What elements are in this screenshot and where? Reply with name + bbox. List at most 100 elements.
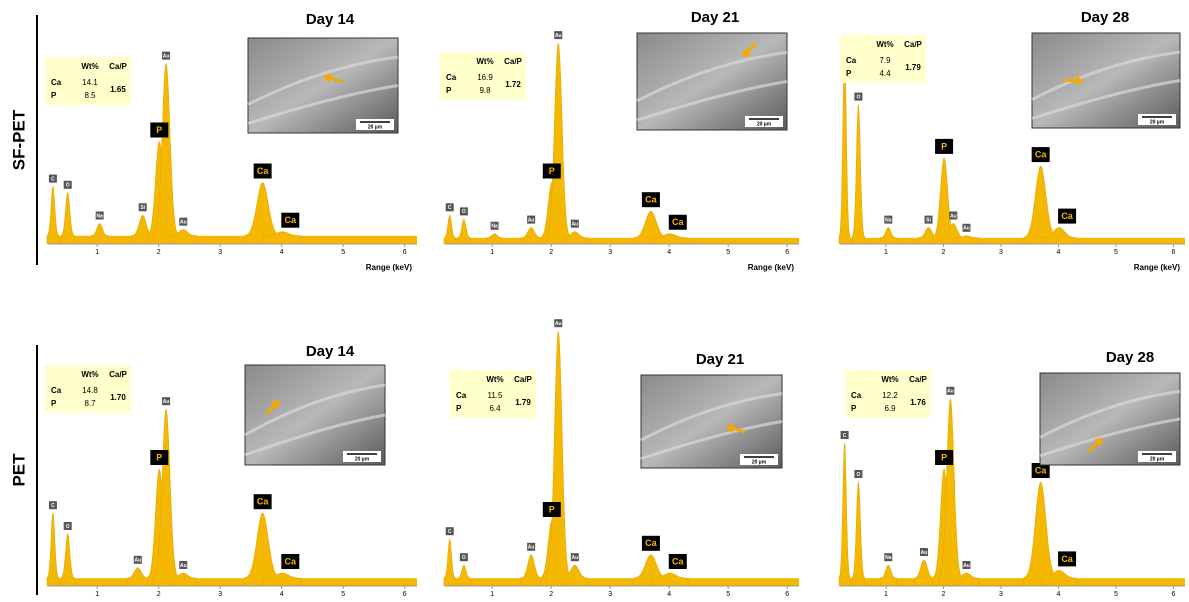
x-axis-label: Range (keV) — [366, 263, 413, 272]
x-tick-label: 4 — [667, 591, 671, 598]
x-tick-label: 1 — [884, 249, 888, 256]
x-tick-label: 2 — [549, 249, 553, 256]
table-element: Ca — [446, 73, 457, 82]
peak — [245, 513, 281, 586]
table-wt: 14.1 — [82, 78, 98, 87]
peak-label: Ca — [285, 556, 297, 566]
peak — [457, 565, 470, 586]
peak-label: Au — [555, 33, 562, 39]
peak — [47, 187, 59, 244]
table-wt: 6.4 — [489, 404, 501, 413]
peak — [839, 55, 850, 244]
peak-label: Na — [96, 213, 103, 219]
spectrum-panel: 123456Range (keV)COAuPAuAuCaCaDay 2120 µ… — [444, 319, 799, 602]
table-element: Ca — [51, 386, 62, 395]
x-tick-label: 5 — [726, 249, 730, 256]
table-element: P — [456, 404, 462, 413]
peak — [457, 219, 470, 244]
peak — [444, 539, 455, 586]
peak — [839, 443, 850, 586]
table-header: Wt% — [476, 57, 493, 66]
table-ratio: 1.79 — [905, 63, 921, 72]
table-header: Ca/P — [514, 375, 532, 384]
table-element: P — [446, 86, 452, 95]
peak-label: P — [549, 166, 555, 176]
x-tick-label: 4 — [280, 591, 284, 598]
peak — [521, 555, 542, 586]
peak — [61, 193, 75, 244]
table-header: Ca/P — [109, 370, 127, 379]
table-ratio: 1.70 — [110, 393, 126, 402]
peak-label: Au — [555, 321, 562, 327]
peak — [914, 560, 934, 586]
table-ratio: 1.65 — [110, 85, 126, 94]
x-axis-label: Range (keV) — [1134, 263, 1181, 272]
x-tick-label: 1 — [490, 591, 494, 598]
x-tick-label: 5 — [341, 249, 345, 256]
peak-label: Ca — [672, 217, 684, 227]
table-header: Wt% — [81, 62, 98, 71]
panel-title: Day 14 — [306, 11, 355, 28]
peak — [880, 228, 896, 244]
x-tick-label: 2 — [942, 591, 946, 598]
background-continuum — [445, 578, 799, 586]
x-tick-label: 6 — [1172, 591, 1176, 598]
scale-bar-label: 20 µm — [757, 121, 772, 127]
peak-label: Au — [528, 545, 535, 551]
peak — [61, 534, 75, 586]
peak-label: Si — [926, 217, 931, 223]
table-wt: 6.9 — [884, 404, 896, 413]
x-tick-label: 2 — [942, 249, 946, 256]
panel-title: Day 14 — [306, 343, 355, 360]
x-tick-label: 3 — [218, 249, 222, 256]
x-tick-label: 1 — [884, 591, 888, 598]
x-tick-label: 6 — [785, 249, 789, 256]
panel-title: Day 28 — [1081, 9, 1129, 26]
panel-title: Day 21 — [696, 351, 744, 368]
peak-label: Au — [180, 563, 187, 569]
panel-title: Day 28 — [1106, 349, 1154, 366]
peak — [1024, 482, 1058, 586]
table-header: Wt% — [81, 370, 98, 379]
spectrum-panel: 123456Range (keV)COAuPAuAuCaCaDay 1420 µ… — [45, 343, 417, 602]
peak-label: Au — [947, 389, 954, 395]
scale-bar-label: 20 µm — [1150, 119, 1165, 125]
sem-image — [637, 33, 787, 130]
figure: SF-PET PET 123456Range (keV)CONaSiPAuAuC… — [0, 0, 1189, 602]
table-element: Ca — [456, 391, 467, 400]
table-header: Ca/P — [904, 40, 922, 49]
peak-label: C — [51, 176, 55, 182]
peak — [521, 228, 542, 244]
table-wt: 7.9 — [879, 56, 891, 65]
peak-label: C — [448, 205, 452, 211]
table-wt: 11.5 — [488, 391, 504, 400]
table-wt: 14.8 — [82, 386, 98, 395]
peak-label: O — [66, 524, 70, 530]
row-label: SF-PET — [9, 109, 28, 170]
peak — [47, 513, 59, 586]
sem-image — [248, 38, 398, 133]
peak-label: P — [941, 452, 947, 462]
peak-label: P — [549, 504, 555, 514]
table-element: Ca — [846, 56, 857, 65]
table-element: P — [846, 69, 852, 78]
peak-label: Na — [491, 224, 498, 230]
peak-label: C — [51, 503, 55, 509]
peak-label: O — [66, 183, 70, 189]
table-header: Ca/P — [109, 62, 127, 71]
peak-label: Ca — [1035, 465, 1047, 475]
x-tick-label: 3 — [999, 591, 1003, 598]
table-element: P — [851, 404, 857, 413]
x-tick-label: 1 — [95, 591, 99, 598]
table-header: Ca/P — [504, 57, 522, 66]
peak-label: Au — [950, 213, 957, 219]
table-ratio: 1.76 — [910, 398, 926, 407]
spectrum-panel: 123456Range (keV)CONaAuPAuAuCaCaDay 2120… — [440, 9, 799, 272]
sem-image — [245, 365, 385, 465]
table-ratio: 1.79 — [515, 398, 531, 407]
x-tick-label: 5 — [341, 591, 345, 598]
peak-label: Na — [885, 555, 892, 561]
panel-title: Day 21 — [691, 9, 739, 26]
background-continuum — [48, 578, 417, 586]
peak — [852, 105, 865, 244]
